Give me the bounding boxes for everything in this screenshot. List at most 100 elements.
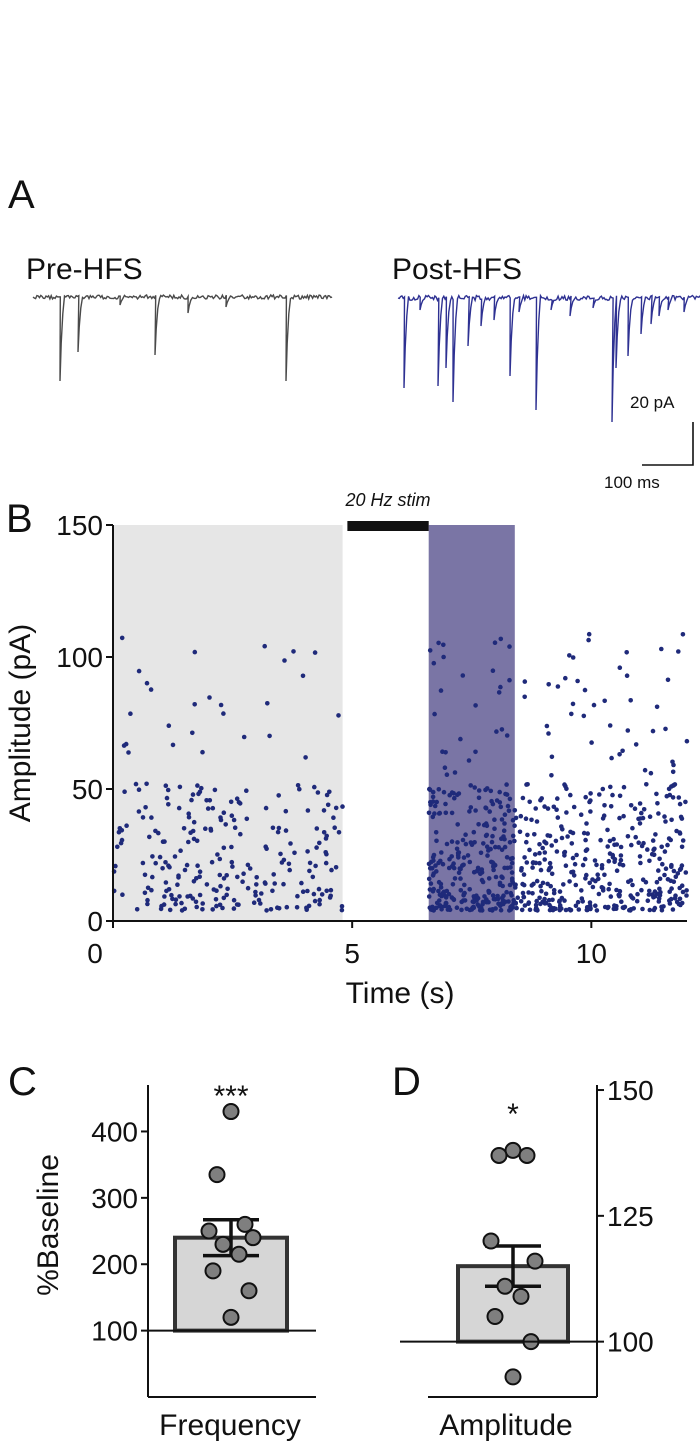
scatter-point (532, 832, 537, 837)
scatter-point (679, 900, 685, 906)
scatter-point (492, 817, 497, 822)
scatter-point (634, 898, 640, 904)
scatter-point (660, 861, 665, 867)
scatter-point (251, 900, 257, 905)
scatter-point (583, 876, 588, 881)
scatter-point (575, 678, 580, 684)
scatter-point (486, 899, 491, 905)
scatter-point (530, 865, 535, 870)
scatter-point (551, 804, 557, 810)
scatter-point (499, 727, 505, 732)
scatter-point (582, 687, 588, 693)
scatter-point (537, 895, 542, 901)
scatter-point (431, 858, 436, 863)
scatter-point (122, 789, 127, 794)
scatter-point (568, 907, 574, 913)
scatter-point (644, 782, 649, 787)
data-point (512, 1287, 530, 1305)
scatter-point (591, 702, 597, 708)
scatter-point (651, 847, 656, 853)
scatter-point (194, 904, 199, 910)
scatter-point (683, 799, 688, 805)
y-axis-title: Amplitude (pA) (4, 624, 37, 822)
scatter-point (268, 907, 274, 912)
y-tick-label: 200 (91, 1249, 138, 1280)
scatter-point (606, 886, 611, 892)
scatter-point (283, 808, 289, 814)
scatter-point (184, 862, 190, 868)
scatter-point (659, 907, 665, 913)
scatter-point (426, 876, 432, 882)
scatter-point (637, 821, 643, 826)
scatter-point (632, 806, 638, 811)
scatter-point (336, 830, 342, 835)
scatter-point (467, 887, 473, 892)
scatter-point (283, 828, 289, 833)
scatter-point (529, 817, 534, 823)
scatter-point (499, 847, 505, 853)
scatter-point (177, 894, 182, 899)
scatter-point (253, 889, 258, 895)
y-tick-label: 300 (91, 1183, 138, 1214)
points-amplitude (482, 1141, 544, 1386)
scatter-point (220, 905, 225, 911)
scatter-point (489, 798, 494, 804)
scatter-point (515, 895, 520, 900)
scatter-point (650, 728, 656, 734)
scatter-point (476, 788, 482, 793)
scatter-point (471, 905, 477, 910)
scatter-point (332, 825, 338, 830)
scatter-point (163, 880, 169, 885)
scatter-point (303, 755, 308, 760)
scatter-point (578, 812, 584, 817)
scatter-point (276, 793, 282, 798)
scatter-point (165, 787, 171, 793)
scatter-point (442, 765, 448, 770)
scatter-point (504, 782, 509, 787)
scatter-point (241, 871, 246, 876)
scatter-point (581, 830, 587, 836)
scatter-point (231, 897, 237, 903)
scatter-point (148, 687, 154, 692)
scatter-point (576, 907, 582, 912)
scatter-point (513, 900, 518, 906)
scatter-point (625, 728, 631, 733)
scatter-point (468, 805, 474, 810)
scatter-point (458, 736, 463, 742)
scatter-point (487, 809, 493, 814)
scatter-point (643, 879, 649, 885)
scatter-point (449, 839, 455, 844)
scatter-point (281, 881, 286, 887)
scatter-point (144, 680, 150, 686)
scatter-point (479, 906, 484, 911)
scatter-point (523, 816, 529, 821)
scatter-point (678, 866, 684, 871)
scatter-point (549, 843, 554, 848)
scatter-point (484, 844, 490, 849)
scatter-points (111, 631, 690, 913)
scatter-point (633, 834, 638, 840)
scatter-point (496, 901, 501, 906)
scatter-point (145, 901, 150, 907)
scale-amplitude-label: 20 pA (630, 393, 675, 412)
scatter-point (584, 847, 590, 852)
scatter-point (258, 901, 263, 906)
scatter-point (339, 907, 345, 913)
scatter-point (598, 837, 603, 843)
scatter-point (142, 872, 148, 878)
scatter-point (498, 636, 504, 642)
scatter-point (223, 822, 228, 827)
scatter-point (256, 897, 262, 903)
significance-amplitude: * (507, 1098, 519, 1131)
scatter-point (231, 817, 237, 823)
scatter-point (647, 888, 652, 894)
scatter-point (567, 653, 572, 658)
scatter-point (447, 907, 453, 913)
scatter-point (259, 891, 264, 896)
scatter-point (586, 631, 592, 637)
scatter-point (656, 868, 661, 873)
scatter-point (518, 813, 524, 819)
scatter-point (624, 673, 630, 678)
scatter-point (149, 887, 154, 893)
scatter-point (213, 897, 219, 902)
